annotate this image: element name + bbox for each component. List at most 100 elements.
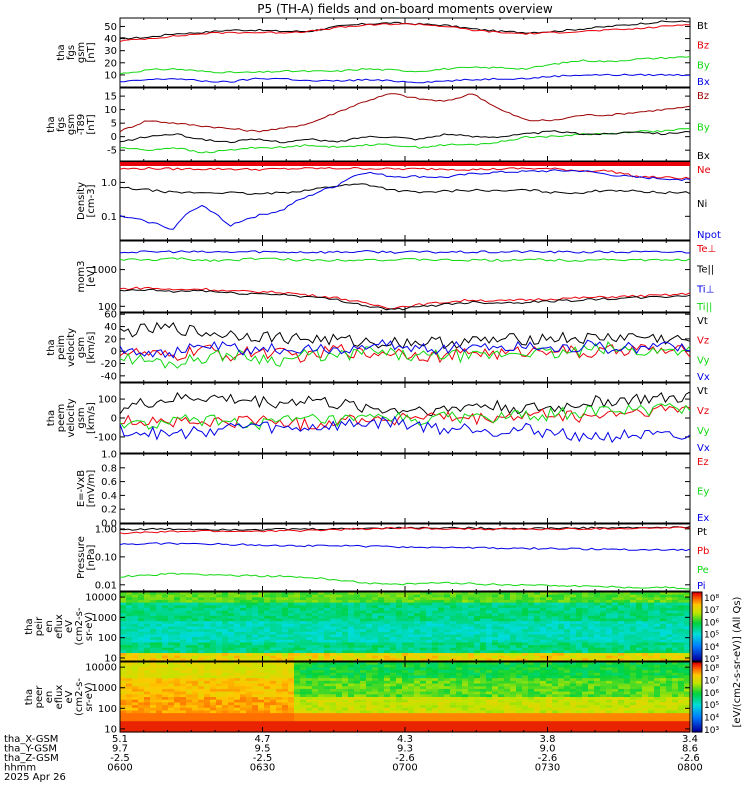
y-tick-label: 30 [104,46,117,57]
legend-Pe: Pe [697,565,709,576]
y-tick-label: 100 [98,302,117,313]
legend-Pb: Pb [697,546,709,557]
y-axis-label: gsm [76,407,87,428]
y-tick-label: 0.8 [101,463,117,474]
series-line-Ni [119,183,691,195]
y-tick-label: 50 [104,22,117,33]
y-tick-label: 0.2 [101,505,117,516]
series-line-Vy [119,403,691,431]
legend-Ey: Ey [697,487,709,498]
figure-title: P5 (TH-A) fields and on-board moments ov… [257,2,553,16]
legend-Pt: Pt [697,527,707,538]
series-line-Vx [119,415,691,444]
x-axis-value: 0630 [250,763,275,774]
legend-Ti: Ti⊥ [696,285,714,296]
x-axis-row-label: 2025 Apr 26 [4,772,66,783]
legend-Vx: Vx [697,372,710,383]
y-axis-label: peer [34,685,45,709]
y-axis-label: -T89 [76,114,87,136]
colorbar-tick-label: 10⁸ [704,664,719,674]
y-tick-label: 10 [104,105,117,116]
y-axis-label: eV [64,690,75,703]
y-tick-label: 20 [104,58,117,69]
y-tick-label: 100 [98,633,117,644]
y-axis-label: gsm [66,114,77,135]
series-line-Npot [119,169,691,230]
y-axis-label: gsm [76,42,87,63]
colorbar-tick-label: 10³ [704,726,719,736]
series-line-Bx [120,73,690,84]
series-line-Pi [119,542,691,552]
y-axis-label: gsm [76,337,87,358]
y-axis-label: [mV/m] [86,470,97,508]
y-axis-label: tha [56,44,67,60]
series-line-Pe [120,572,690,590]
x-axis-value: 0600 [107,763,132,774]
y-axis-label: eflux [54,685,65,710]
x-axis-row-label: tha_Y-GSM [4,744,57,755]
y-axis-label: mom3 [76,261,87,293]
colorbar-frame [691,591,703,662]
y-tick-label: 100 [98,395,117,406]
legend-Vz: Vz [697,406,709,417]
x-axis-value: 9.7 [112,744,128,755]
legend-Vx: Vx [697,443,710,454]
y-axis-label: [eV] [86,266,97,287]
y-axis-label: (cm2-s- [74,607,85,645]
x-axis-value: -2.5 [110,753,130,764]
y-axis-label: tha [24,689,35,705]
x-axis-value: 0800 [677,763,702,774]
series-line-Vt [119,391,691,417]
y-tick-label: 100 [98,704,117,715]
y-tick-label: 1.0 [101,178,117,189]
legend-Bx: Bx [697,77,710,88]
y-axis-label: (cm2-s- [74,678,85,716]
y-axis-label: eV [64,620,75,633]
y-axis-label: [nPa] [86,544,97,570]
y-axis-label: tha [46,410,57,426]
panel-4: 100 1000 mom3 [eV] Te⊥ Te|| Ti⊥ Ti|| [76,240,716,313]
y-axis-label: sr-eV) [84,612,95,641]
y-tick-label: -100 [94,432,117,443]
colorbar-frame [691,661,703,733]
series-line-Bz [119,93,691,133]
y-tick-label: -40 [101,371,117,382]
colorbar-tick-label: 10⁴ [704,643,719,653]
series-line-Ti [119,257,691,262]
y-axis-label: [km/s] [86,402,97,434]
y-axis-label: en [44,620,55,633]
legend-Vz: Vz [697,336,709,347]
x-axis-value: -2.6 [395,753,415,764]
y-tick-label: 5 [111,119,117,130]
y-axis-label: [km/s] [86,331,97,363]
x-axis-value: 0730 [535,763,560,774]
legend-Pi: Pi [697,581,706,592]
x-axis-value: 9.3 [397,744,413,755]
panel-frame [119,523,691,592]
series-line-Pb [119,526,691,535]
x-axis-value: 9.5 [255,744,271,755]
x-axis-value: 3.8 [540,734,556,745]
y-axis-label: [nT] [86,42,97,62]
y-tick-label: 40 [104,322,117,333]
y-axis-label: tha [46,116,57,132]
y-axis-label: tha [24,618,35,634]
y-tick-label: 1.0 [101,450,117,461]
legend-Vy: Vy [697,426,710,437]
y-tick-label: 0 [111,132,117,143]
y-tick-label: 0 [111,347,117,358]
colorbar-tick-label: 10⁶ [704,618,719,628]
panel-frame [119,17,691,88]
colorbar-tick-label: 10³ [704,655,719,665]
x-axis-row-label: tha_X-GSM [4,734,58,745]
x-axis-row-label: tha_Z-GSM [4,753,59,764]
panel-10-heatmap: 10⁸ 10⁷ 10⁶ 10⁵ 10⁴ 10³ [119,661,719,736]
panel-7: 0.0 0.2 0.4 0.6 0.8 1.0 E=-VxB [mV/m] Ez Ey Ex [76,450,709,530]
legend-By: By [697,123,710,134]
y-axis-label: velocity [66,328,77,367]
y-tick-label: -5 [107,146,117,157]
series-line-Vx [119,339,691,359]
colorbar-tick-label: 10⁷ [704,606,719,616]
x-axis-value: 4.7 [255,734,271,745]
